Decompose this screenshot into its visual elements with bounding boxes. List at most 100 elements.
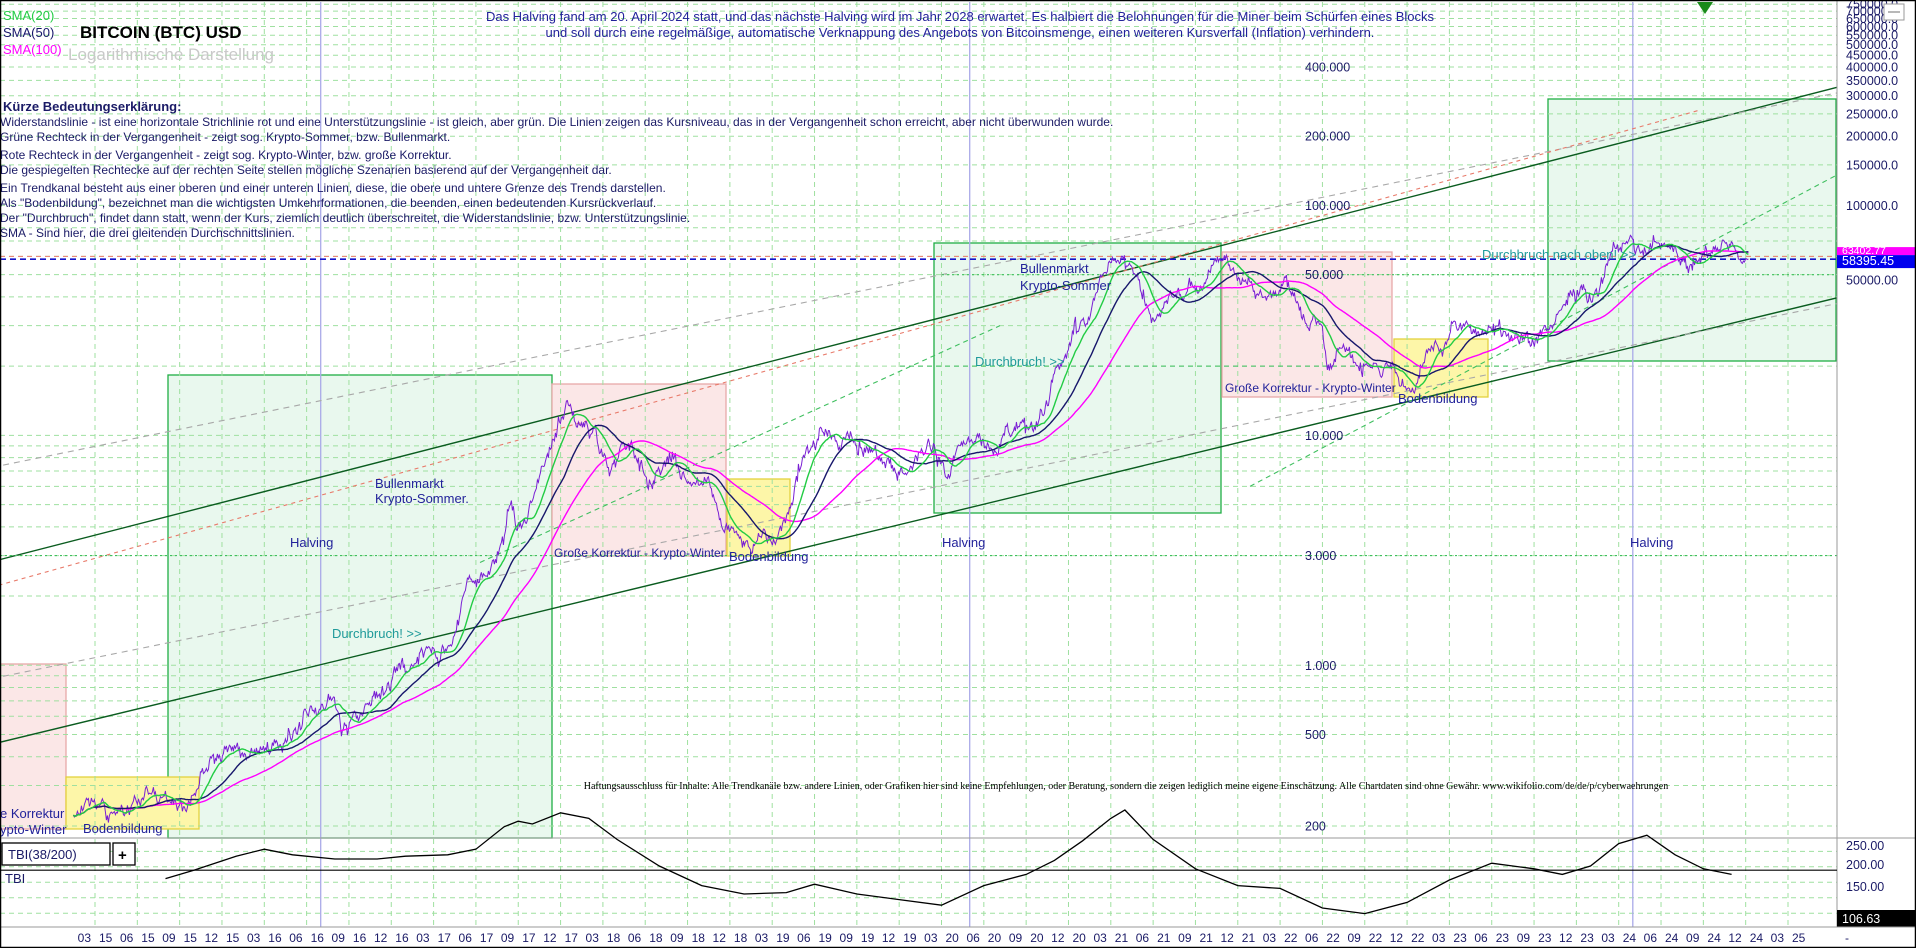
svg-text:12: 12: [882, 931, 896, 945]
svg-text:Durchbruch! >>: Durchbruch! >>: [332, 626, 422, 641]
svg-text:20: 20: [988, 931, 1002, 945]
svg-text:19: 19: [819, 931, 833, 945]
svg-text:-: -: [1845, 931, 1849, 945]
svg-text:15: 15: [184, 931, 198, 945]
svg-text:24: 24: [1623, 931, 1637, 945]
svg-text:100000.0: 100000.0: [1846, 199, 1898, 213]
svg-text:Bullenmarkt: Bullenmarkt: [1020, 261, 1089, 276]
svg-text:12: 12: [374, 931, 388, 945]
svg-text:06: 06: [1644, 931, 1658, 945]
svg-text:25: 25: [1792, 931, 1806, 945]
svg-text:58395.45: 58395.45: [1842, 254, 1894, 268]
svg-text:21: 21: [1242, 931, 1256, 945]
svg-text:Bodenbildung: Bodenbildung: [83, 821, 163, 836]
svg-text:12: 12: [543, 931, 557, 945]
svg-text:16: 16: [311, 931, 325, 945]
svg-text:09: 09: [332, 931, 346, 945]
svg-text:18: 18: [607, 931, 621, 945]
svg-text:22: 22: [1411, 931, 1425, 945]
svg-text:50.000: 50.000: [1305, 268, 1343, 282]
svg-text:500: 500: [1305, 728, 1326, 742]
svg-text:Bodenbildung: Bodenbildung: [729, 549, 809, 564]
svg-text:03: 03: [924, 931, 938, 945]
svg-text:21: 21: [1115, 931, 1129, 945]
svg-text:Haftungsausschluss für Inhalte: Haftungsausschluss für Inhalte: Alle Tre…: [584, 781, 1669, 792]
svg-text:06: 06: [120, 931, 134, 945]
svg-text:SMA(100): SMA(100): [3, 42, 62, 57]
svg-text:23: 23: [1538, 931, 1552, 945]
svg-text:200.00: 200.00: [1846, 858, 1884, 872]
svg-text:03: 03: [416, 931, 430, 945]
svg-text:22: 22: [1369, 931, 1383, 945]
svg-text:17: 17: [438, 931, 452, 945]
svg-text:16: 16: [353, 931, 367, 945]
svg-text:Die gespiegelten Rechtecke auf: Die gespiegelten Rechtecke auf der recht…: [0, 163, 612, 177]
svg-text:BITCOIN (BTC) USD: BITCOIN (BTC) USD: [80, 23, 241, 42]
svg-text:24: 24: [1707, 931, 1721, 945]
svg-text:Krypto-Sommer.: Krypto-Sommer.: [375, 491, 469, 506]
svg-text:Rote Rechteck in der Vergangen: Rote Rechteck in der Vergangenheit - zei…: [0, 148, 452, 162]
svg-text:03: 03: [247, 931, 261, 945]
svg-text:18: 18: [649, 931, 663, 945]
svg-text:06: 06: [1136, 931, 1150, 945]
svg-text:10.000: 10.000: [1305, 429, 1343, 443]
svg-text:400.000: 400.000: [1305, 61, 1350, 75]
svg-text:Widerstandslinie - ist eine ho: Widerstandslinie - ist eine horizontale …: [0, 115, 1113, 129]
svg-text:SMA(50): SMA(50): [3, 25, 54, 40]
svg-text:17: 17: [522, 931, 536, 945]
svg-text:und soll durch eine regelmäßig: und soll durch eine regelmäßige, automat…: [546, 25, 1375, 40]
svg-text:15: 15: [141, 931, 155, 945]
svg-text:06: 06: [459, 931, 473, 945]
svg-text:Ein Trendkanal besteht aus ein: Ein Trendkanal besteht aus einer oberen …: [0, 181, 666, 195]
svg-text:Durchbruch nach oben! >>: Durchbruch nach oben! >>: [1482, 247, 1636, 262]
svg-text:09: 09: [1517, 931, 1531, 945]
svg-text:03: 03: [78, 931, 92, 945]
svg-text:Halving: Halving: [290, 535, 333, 550]
svg-text:06: 06: [797, 931, 811, 945]
svg-text:Große Korrektur - Krypto-Winte: Große Korrektur - Krypto-Winter: [554, 546, 725, 560]
svg-text:100.000: 100.000: [1305, 199, 1350, 213]
svg-text:06: 06: [966, 931, 980, 945]
svg-text:Halving: Halving: [1630, 535, 1673, 550]
svg-text:106.63: 106.63: [1842, 912, 1880, 926]
svg-text:Große Korrektur - Krypto-Winte: Große Korrektur - Krypto-Winter: [1225, 381, 1396, 395]
svg-text:06: 06: [1474, 931, 1488, 945]
svg-text:20: 20: [946, 931, 960, 945]
svg-text:18: 18: [692, 931, 706, 945]
svg-text:21: 21: [1200, 931, 1214, 945]
svg-text:150000.0: 150000.0: [1846, 158, 1898, 172]
svg-text:Kürze Bedeutungserklärung:: Kürze Bedeutungserklärung:: [3, 99, 181, 114]
svg-text:e Korrektur: e Korrektur: [0, 806, 65, 821]
svg-text:23: 23: [1496, 931, 1510, 945]
svg-text:250000.0: 250000.0: [1846, 107, 1898, 121]
svg-text:24: 24: [1750, 931, 1764, 945]
svg-text:Bodenbildung: Bodenbildung: [1398, 391, 1478, 406]
svg-text:17: 17: [480, 931, 494, 945]
svg-text:300000.0: 300000.0: [1846, 89, 1898, 103]
svg-text:21: 21: [1157, 931, 1171, 945]
svg-text:350000.0: 350000.0: [1846, 74, 1898, 88]
svg-text:200.000: 200.000: [1305, 130, 1350, 144]
svg-text:150.00: 150.00: [1846, 880, 1884, 894]
svg-text:19: 19: [776, 931, 790, 945]
svg-text:06: 06: [289, 931, 303, 945]
svg-text:12: 12: [1390, 931, 1404, 945]
svg-text:22: 22: [1326, 931, 1340, 945]
svg-text:09: 09: [162, 931, 176, 945]
svg-text:20: 20: [1073, 931, 1087, 945]
svg-text:03: 03: [586, 931, 600, 945]
svg-text:23: 23: [1580, 931, 1594, 945]
svg-text:12: 12: [1728, 931, 1742, 945]
svg-text:12: 12: [1051, 931, 1065, 945]
svg-text:18: 18: [734, 931, 748, 945]
svg-text:12: 12: [205, 931, 219, 945]
svg-text:Bullenmarkt: Bullenmarkt: [375, 476, 444, 491]
svg-text:09: 09: [840, 931, 854, 945]
svg-text:250.00: 250.00: [1846, 839, 1884, 853]
svg-text:Der "Durchbruch", findet dann: Der "Durchbruch", findet dann statt, wen…: [0, 211, 690, 225]
svg-text:23: 23: [1453, 931, 1467, 945]
svg-text:19: 19: [861, 931, 875, 945]
svg-text:09: 09: [670, 931, 684, 945]
svg-text:06: 06: [1305, 931, 1319, 945]
svg-text:03: 03: [1093, 931, 1107, 945]
